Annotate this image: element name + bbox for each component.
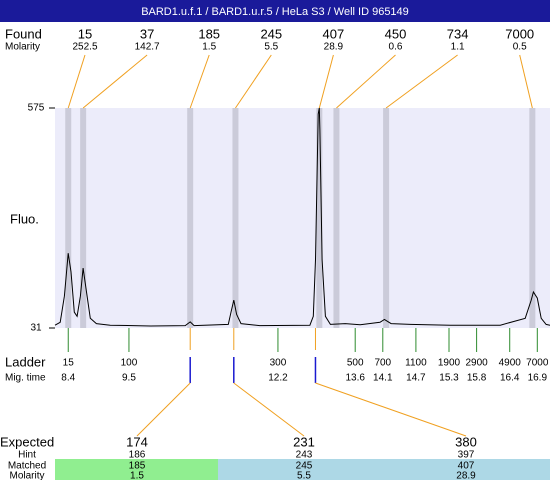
peak-band [65, 108, 72, 328]
hint-label: Hint [18, 450, 36, 461]
ladder-size: 100 [121, 358, 138, 369]
y-tick-label: 31 [30, 323, 42, 334]
peak-band [80, 108, 87, 328]
found-molarity: 142.7 [135, 42, 160, 53]
expected-size: 174 [126, 434, 148, 449]
found-molarity: 1.1 [451, 42, 465, 53]
ladder-time: 14.7 [406, 373, 426, 384]
ladder-size: 2900 [465, 358, 488, 369]
matched-bg [384, 459, 550, 480]
found-connector [318, 54, 334, 109]
found-size: 185 [198, 26, 220, 41]
ladder-time: 13.6 [345, 373, 365, 384]
ladder-size: 15 [63, 358, 75, 369]
expected-size: 380 [455, 434, 477, 449]
found-connector [235, 54, 272, 109]
expected-matched: 185 [129, 461, 146, 472]
chart-title: BARD1.u.f.1 / BARD1.u.r.5 / HeLa S3 / We… [141, 6, 409, 18]
molarity-label: Molarity [5, 42, 40, 53]
mig-time-label: Mig. time [5, 373, 46, 384]
ladder-time: 15.3 [439, 373, 459, 384]
found-molarity: 5.5 [264, 42, 278, 53]
found-molarity: 1.5 [202, 42, 216, 53]
plot-area [55, 108, 550, 328]
ladder-time: 9.5 [122, 373, 136, 384]
found-connector [336, 54, 396, 109]
ladder-time: 15.8 [467, 373, 487, 384]
expected-hint: 397 [458, 450, 475, 461]
expected-hint: 243 [296, 450, 313, 461]
expected-hint: 186 [129, 450, 146, 461]
ladder-size: 7000 [526, 358, 549, 369]
expected-molarity: 1.5 [130, 471, 144, 480]
peak-band [529, 108, 536, 328]
y-tick-label: 575 [28, 103, 45, 114]
ladder-size: 1100 [405, 358, 427, 369]
expected-matched: 407 [458, 461, 475, 472]
molarity-label: Molarity [9, 471, 44, 480]
found-molarity: 0.6 [389, 42, 403, 53]
found-molarity: 0.5 [513, 42, 527, 53]
found-label: Found [5, 26, 42, 41]
found-size: 450 [385, 26, 407, 41]
found-size: 37 [140, 26, 154, 41]
expected-label: Expected [0, 434, 54, 449]
expected-connector [136, 382, 191, 437]
ladder-time: 8.4 [61, 373, 75, 384]
matched-label: Matched [8, 461, 46, 472]
found-molarity: 28.9 [324, 42, 344, 53]
expected-molarity: 5.5 [297, 471, 311, 480]
peak-band [333, 108, 340, 328]
ladder-time: 12.2 [268, 373, 288, 384]
peak-band [316, 108, 323, 328]
matched-bg [55, 459, 218, 480]
ladder-size: 4900 [499, 358, 522, 369]
ladder-time: 16.9 [528, 373, 548, 384]
ladder-size: 700 [374, 358, 391, 369]
found-size: 15 [78, 26, 92, 41]
found-size: 7000 [505, 26, 534, 41]
expected-size: 231 [293, 434, 315, 449]
peak-band [383, 108, 390, 328]
y-label: Fluo. [10, 211, 39, 226]
found-connector [67, 54, 86, 109]
expected-connector [233, 382, 305, 437]
trace [54, 107, 550, 327]
found-connector [82, 54, 148, 109]
found-connector [385, 54, 458, 109]
peak-band [187, 108, 194, 328]
ladder-label: Ladder [5, 354, 46, 369]
peak-band [232, 108, 239, 328]
ladder-size: 1900 [438, 358, 461, 369]
ladder-time: 16.4 [500, 373, 520, 384]
ladder-time: 14.1 [373, 373, 393, 384]
found-size: 407 [323, 26, 345, 41]
found-connector [519, 54, 533, 109]
expected-connector [315, 382, 467, 437]
ladder-size: 300 [270, 358, 287, 369]
title-bar [0, 0, 550, 22]
found-molarity: 252.5 [72, 42, 97, 53]
found-size: 245 [260, 26, 282, 41]
expected-matched: 245 [296, 461, 313, 472]
expected-molarity: 28.9 [456, 471, 476, 480]
found-connector [189, 54, 210, 109]
matched-bg [218, 459, 384, 480]
ladder-size: 500 [347, 358, 364, 369]
found-size: 734 [447, 26, 469, 41]
